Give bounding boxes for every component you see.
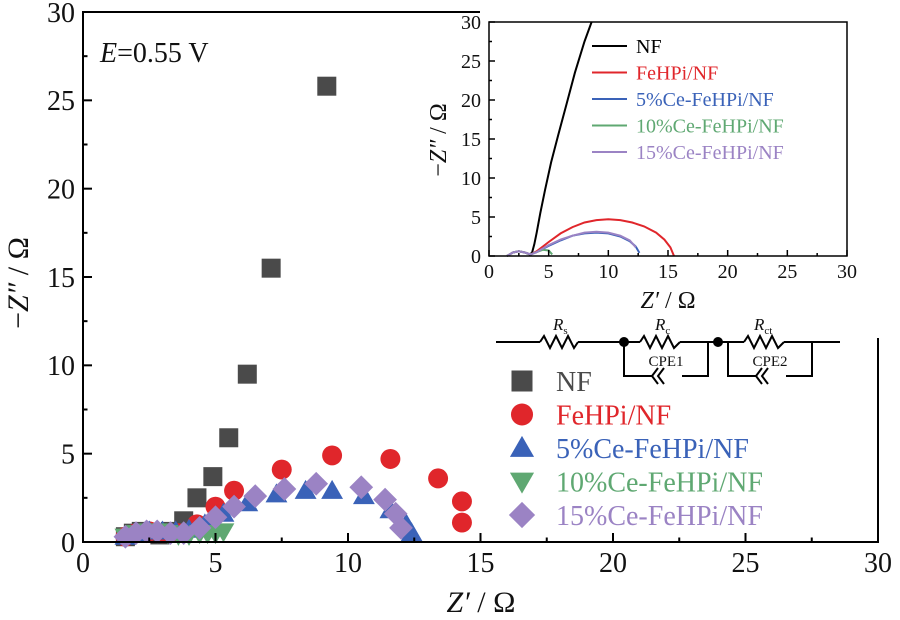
inset-x-tick-label: 10 bbox=[598, 261, 618, 283]
legend-label: 5%Ce-FeHPi/NF bbox=[556, 434, 749, 465]
legend-marker bbox=[509, 435, 535, 457]
inset-legend: NF FeHPi/NF 5%Ce-FeHPi/NF 10%Ce-FeHPi/NF 15%… bbox=[592, 36, 784, 164]
data-point bbox=[261, 258, 281, 278]
main-data-markers bbox=[113, 76, 472, 549]
inset-x-tick-label: 20 bbox=[718, 261, 738, 283]
resistor-rct-symbol bbox=[743, 333, 785, 351]
data-point bbox=[158, 521, 183, 546]
data-point bbox=[451, 512, 472, 533]
main-legend: NFFeHPi/NF5%Ce-FeHPi/NF10%Ce-FeHPi/NF15%… bbox=[508, 367, 763, 532]
data-point bbox=[451, 491, 472, 512]
main-x-axis-label: Z′ / Ω bbox=[447, 586, 516, 619]
data-point bbox=[224, 480, 245, 501]
potential-annotation: E=0.55 V bbox=[99, 38, 209, 69]
circuit-node bbox=[713, 337, 723, 347]
resistor-rc-symbol bbox=[639, 333, 681, 351]
inset-y-axis-label: −Z″ / Ω bbox=[426, 103, 452, 176]
data-point bbox=[373, 487, 397, 512]
main-y-tick-label: 10 bbox=[47, 351, 75, 382]
main-y-tick-label: 15 bbox=[47, 263, 75, 294]
resistor-rs-symbol bbox=[539, 333, 579, 351]
inset-axes: 0 5 10 15 20 25 30 0 5 10 15 20 25 30 bbox=[461, 12, 857, 283]
legend-label: NF bbox=[556, 367, 592, 398]
data-point bbox=[222, 494, 246, 519]
cpe2-symbol bbox=[754, 367, 769, 385]
inset-y-tick-label: 15 bbox=[461, 129, 481, 151]
main-x-tick-label: 10 bbox=[334, 548, 362, 579]
series-line bbox=[506, 230, 637, 257]
main-y-tick-label: 30 bbox=[47, 0, 75, 29]
legend-marker bbox=[511, 370, 533, 392]
inset-y-tick-label: 10 bbox=[461, 168, 481, 190]
main-y-tick-label: 0 bbox=[61, 528, 75, 559]
rs-label: Rs bbox=[552, 315, 568, 337]
equivalent-circuit-diagram bbox=[496, 333, 840, 385]
main-y-tick-label: 20 bbox=[47, 174, 75, 205]
legend-marker bbox=[509, 472, 535, 494]
data-point bbox=[203, 505, 228, 530]
data-point bbox=[203, 467, 223, 487]
circuit-labels: Rs Rc Rct CPE1 CPE2 bbox=[552, 315, 788, 370]
inset-x-axis-label: Z′ / Ω bbox=[640, 288, 695, 314]
legend-label: FeHPi/NF bbox=[556, 401, 671, 432]
data-point bbox=[380, 448, 401, 469]
inset-y-tick-label: 5 bbox=[471, 207, 481, 229]
legend-marker bbox=[508, 501, 536, 529]
cpe1-label: CPE1 bbox=[648, 354, 683, 370]
main-axes: 0 5 10 15 20 25 30 0 5 10 15 20 25 30 bbox=[47, 0, 892, 579]
inset-data-lines bbox=[506, 21, 675, 257]
inset-y-tick-label: 0 bbox=[471, 246, 481, 268]
legend-label: 5%Ce-FeHPi/NF bbox=[636, 89, 774, 111]
legend-label: NF bbox=[636, 36, 662, 58]
main-y-axis-label: −Z″ / Ω bbox=[2, 237, 35, 329]
rc-label: Rc bbox=[654, 315, 670, 337]
inset-x-tick-label: 0 bbox=[484, 261, 494, 283]
data-point bbox=[400, 522, 423, 542]
data-point bbox=[187, 488, 207, 508]
data-point bbox=[219, 428, 239, 448]
main-x-tick-label: 30 bbox=[864, 548, 892, 579]
data-point bbox=[243, 484, 268, 508]
data-point bbox=[187, 515, 212, 540]
data-point bbox=[349, 475, 374, 500]
inset-y-tick-label: 25 bbox=[461, 51, 481, 73]
inset-x-tick-label: 25 bbox=[777, 261, 797, 283]
main-y-tick-label: 5 bbox=[61, 439, 75, 470]
main-x-tick-label: 20 bbox=[599, 548, 627, 579]
inset-y-tick-label: 20 bbox=[461, 90, 481, 112]
main-x-tick-label: 0 bbox=[76, 548, 90, 579]
data-point bbox=[322, 445, 343, 466]
main-x-tick-label: 25 bbox=[732, 548, 760, 579]
inset-x-tick-label: 30 bbox=[837, 261, 857, 283]
legend-label: 15%Ce-FeHPi/NF bbox=[636, 142, 784, 164]
cpe1-symbol bbox=[650, 367, 665, 385]
inset-x-tick-label: 15 bbox=[658, 261, 678, 283]
data-point bbox=[212, 523, 235, 543]
data-point bbox=[389, 515, 413, 540]
data-point bbox=[272, 477, 297, 501]
data-point bbox=[317, 76, 337, 96]
main-x-tick-label: 5 bbox=[209, 548, 223, 579]
legend-marker bbox=[510, 403, 534, 426]
legend-label: 10%Ce-FeHPi/NF bbox=[636, 116, 784, 138]
rct-label: Rct bbox=[753, 315, 772, 337]
data-point bbox=[428, 468, 449, 489]
data-point bbox=[304, 471, 329, 496]
cpe2-label: CPE2 bbox=[752, 354, 787, 370]
inset-x-tick-label: 5 bbox=[544, 261, 554, 283]
legend-label: FeHPi/NF bbox=[636, 63, 718, 85]
main-y-tick-label: 25 bbox=[47, 86, 75, 117]
legend-label: 10%Ce-FeHPi/NF bbox=[556, 468, 763, 499]
data-point bbox=[294, 479, 317, 499]
inset-y-tick-label: 30 bbox=[461, 12, 481, 34]
data-point bbox=[321, 479, 344, 499]
legend-label: 15%Ce-FeHPi/NF bbox=[556, 501, 763, 532]
data-point bbox=[237, 364, 257, 384]
main-x-tick-label: 15 bbox=[467, 548, 495, 579]
data-point bbox=[271, 459, 292, 480]
